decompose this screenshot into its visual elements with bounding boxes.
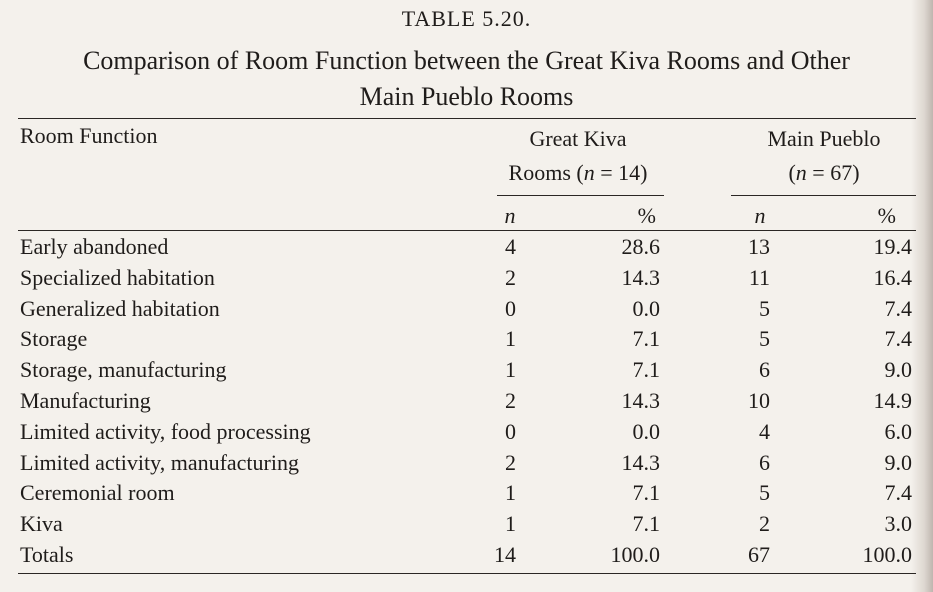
great-kiva-pct-cell: 28.6 <box>621 234 661 259</box>
room-function-cell: Storage, manufacturing <box>20 357 227 382</box>
table-title-line-2: Main Pueblo Rooms <box>359 82 574 111</box>
main-pueblo-n-cell: 5 <box>759 296 770 321</box>
great-kiva-pct-cell: 14.3 <box>621 388 661 413</box>
great-kiva-n-cell: 1 <box>505 326 516 351</box>
great-kiva-pct-cell: 7.1 <box>632 511 661 536</box>
header-main-pueblo-line-1: Main Pueblo <box>767 126 881 151</box>
great-kiva-n-cell: 2 <box>505 450 516 475</box>
page-edge-shadow <box>911 0 933 592</box>
great-kiva-pct-cell: 100.0 <box>610 542 661 567</box>
great-kiva-pct-cell: 7.1 <box>632 357 661 382</box>
main-pueblo-n-cell: 5 <box>759 480 770 505</box>
header-main-pueblo-line-2: (n = 67) <box>788 160 860 185</box>
header-gk-pct: % <box>637 203 656 228</box>
header-great-kiva-line-2: Rooms (n = 14) <box>508 160 648 185</box>
great-kiva-n-cell: 2 <box>505 388 516 413</box>
room-function-cell: Specialized habitation <box>20 265 215 290</box>
great-kiva-n-cell: 1 <box>505 480 516 505</box>
room-function-cell: Storage <box>20 326 88 351</box>
top-rule <box>18 118 916 119</box>
main-pueblo-pct-cell: 14.9 <box>873 388 913 413</box>
header-great-kiva-line-1: Great Kiva <box>529 126 627 151</box>
main-pueblo-n-cell: 11 <box>748 265 770 290</box>
room-function-cell: Totals <box>20 542 74 567</box>
great-kiva-n-cell: 1 <box>505 511 516 536</box>
great-kiva-pct-cell: 7.1 <box>632 326 661 351</box>
bottom-rule <box>18 573 916 574</box>
main-pueblo-pct-cell: 7.4 <box>884 480 913 505</box>
main-pueblo-n-cell: 4 <box>759 419 770 444</box>
room-function-cell: Kiva <box>20 511 63 536</box>
table-label: TABLE 5.20. <box>401 6 532 31</box>
header-room-function: Room Function <box>20 123 158 148</box>
main-pueblo-n-cell: 2 <box>759 511 770 536</box>
great-kiva-n-cell: 1 <box>505 357 516 382</box>
main-pueblo-pct-cell: 19.4 <box>873 234 913 259</box>
great-kiva-n-cell: 2 <box>505 265 516 290</box>
main-pueblo-n-cell: 13 <box>748 234 770 259</box>
room-function-cell: Ceremonial room <box>20 480 175 505</box>
great-kiva-pct-cell: 0.0 <box>632 419 661 444</box>
main-pueblo-span-rule <box>731 195 916 196</box>
room-function-cell: Early abandoned <box>20 234 169 259</box>
room-function-cell: Manufacturing <box>20 388 151 413</box>
room-function-cell: Limited activity, manufacturing <box>20 450 299 475</box>
table-title-line-1: Comparison of Room Function between the … <box>83 46 850 75</box>
great-kiva-n-cell: 14 <box>494 542 516 567</box>
main-pueblo-pct-cell: 7.4 <box>884 326 913 351</box>
great-kiva-span-rule <box>497 195 664 196</box>
main-pueblo-pct-cell: 9.0 <box>884 357 913 382</box>
main-pueblo-pct-cell: 7.4 <box>884 296 913 321</box>
main-pueblo-pct-cell: 100.0 <box>862 542 913 567</box>
main-pueblo-pct-cell: 9.0 <box>884 450 913 475</box>
great-kiva-pct-cell: 7.1 <box>632 480 661 505</box>
great-kiva-n-cell: 4 <box>505 234 516 259</box>
room-function-cell: Limited activity, food processing <box>20 419 311 444</box>
header-gk-n: n <box>504 203 516 228</box>
main-pueblo-n-cell: 5 <box>759 326 770 351</box>
great-kiva-pct-cell: 0.0 <box>632 296 661 321</box>
great-kiva-n-cell: 0 <box>505 296 516 321</box>
header-bottom-rule <box>18 230 916 231</box>
main-pueblo-pct-cell: 3.0 <box>884 511 913 536</box>
main-pueblo-pct-cell: 6.0 <box>884 419 913 444</box>
main-pueblo-pct-cell: 16.4 <box>873 265 913 290</box>
great-kiva-pct-cell: 14.3 <box>621 265 661 290</box>
header-mp-pct: % <box>877 203 896 228</box>
table-title: Comparison of Room Function between the … <box>0 43 933 115</box>
room-function-cell: Generalized habitation <box>20 296 220 321</box>
main-pueblo-n-cell: 67 <box>748 542 770 567</box>
main-pueblo-n-cell: 10 <box>748 388 770 413</box>
main-pueblo-n-cell: 6 <box>759 450 770 475</box>
great-kiva-pct-cell: 14.3 <box>621 450 661 475</box>
main-pueblo-n-cell: 6 <box>759 357 770 382</box>
header-mp-n: n <box>754 203 766 228</box>
great-kiva-n-cell: 0 <box>505 419 516 444</box>
